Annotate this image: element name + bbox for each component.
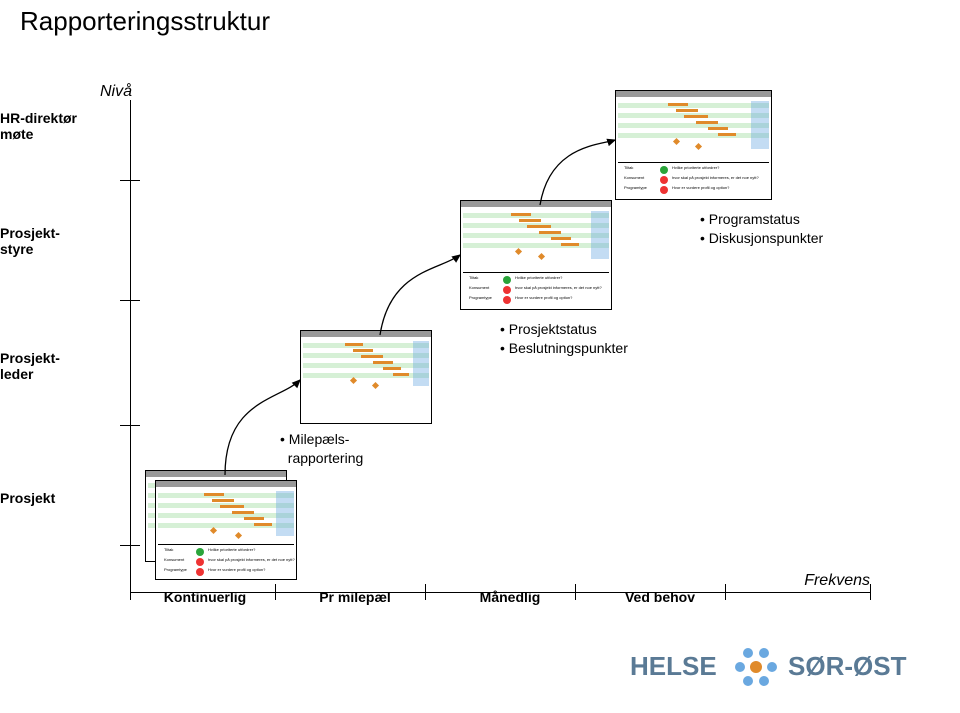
flow-arrows [0,0,960,600]
logo-text2: SØR-ØST [788,651,907,681]
helse-sorost-logo: HELSE SØR-ØST [630,639,930,693]
logo-text1: HELSE [630,651,717,681]
